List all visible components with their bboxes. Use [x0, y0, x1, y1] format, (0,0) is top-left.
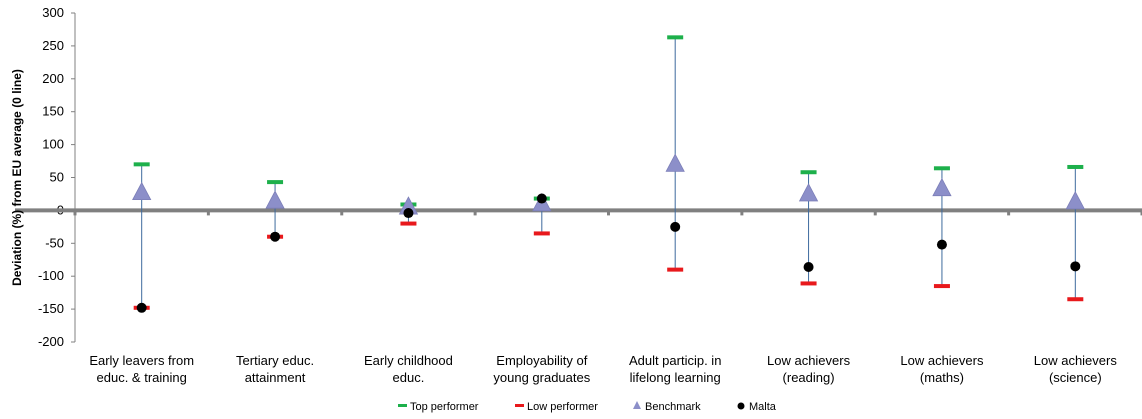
- x-category-label: (reading): [783, 370, 835, 385]
- legend: Top performer Low performer Benchmark Malta: [398, 401, 777, 413]
- x-category-label: lifelong learning: [630, 370, 721, 385]
- low-performer-mark: [1067, 297, 1084, 302]
- benchmark-mark: [1065, 190, 1085, 210]
- y-tick-label: 150: [42, 104, 64, 119]
- y-axis-title: Deviation (%) from EU average (0 line): [10, 69, 24, 286]
- benchmark-mark: [665, 153, 685, 172]
- malta-mark: [803, 261, 814, 272]
- malta-mark: [136, 302, 147, 313]
- malta-mark: [403, 208, 414, 219]
- top-performer-mark: [1067, 164, 1084, 169]
- x-category-label: young graduates: [493, 370, 590, 385]
- x-category-label: (maths): [920, 370, 964, 385]
- labels-group: Deviation (%) from EU average (0 line) Ea…: [10, 69, 1117, 385]
- legend-label: Low performer: [527, 401, 598, 413]
- legend-swatch: [737, 402, 745, 410]
- benchmark-mark: [132, 181, 152, 201]
- low-performer-mark: [800, 281, 817, 286]
- legend-label: Malta: [749, 401, 777, 413]
- x-category-label: (science): [1049, 370, 1102, 385]
- low-performer-mark: [933, 284, 950, 289]
- low-performer-mark: [400, 221, 417, 226]
- legend-swatch: [633, 401, 641, 409]
- y-tick-label: -150: [38, 301, 64, 316]
- axis-group: 300250200150100500-50-100-150-200: [15, 5, 1142, 349]
- x-category-label: Tertiary educ.: [236, 353, 314, 368]
- top-performer-mark: [267, 180, 284, 185]
- y-tick-label: 50: [50, 170, 64, 185]
- x-category-label: Early leavers from: [89, 353, 194, 368]
- malta-mark: [670, 221, 681, 232]
- y-tick-label: 300: [42, 5, 64, 20]
- malta-mark: [536, 193, 547, 204]
- x-category-label: Early childhood: [364, 353, 453, 368]
- x-category-label: Low achievers: [767, 353, 851, 368]
- legend-label: Benchmark: [645, 401, 701, 413]
- malta-mark: [1070, 261, 1081, 272]
- top-performer-mark: [933, 166, 950, 171]
- top-performer-mark: [667, 35, 684, 40]
- x-category-label: educ. & training: [97, 370, 187, 385]
- malta-mark: [270, 231, 281, 242]
- x-category-label: educ.: [393, 370, 425, 385]
- benchmark-mark: [798, 183, 819, 202]
- y-tick-label: -200: [38, 334, 64, 349]
- y-tick-label: 250: [42, 38, 64, 53]
- legend-swatch: [515, 404, 524, 407]
- legend-label: Top performer: [410, 401, 479, 413]
- y-tick-label: 200: [42, 71, 64, 86]
- marks-group: [132, 35, 1085, 313]
- legend-swatch: [398, 404, 407, 407]
- x-category-label: Low achievers: [1034, 353, 1118, 368]
- benchmark-mark: [932, 177, 952, 197]
- low-performer-mark: [667, 267, 684, 272]
- x-category-label: Adult particip. in: [629, 353, 722, 368]
- top-performer-mark: [800, 170, 817, 175]
- y-tick-label: 100: [42, 137, 64, 152]
- benchmark-mark: [265, 190, 285, 209]
- malta-mark: [936, 239, 947, 250]
- x-category-label: attainment: [245, 370, 306, 385]
- low-performer-mark: [533, 231, 550, 236]
- y-tick-label: -50: [45, 235, 64, 250]
- y-tick-label: -100: [38, 268, 64, 283]
- top-performer-mark: [133, 162, 150, 167]
- x-category-label: Employability of: [496, 353, 587, 368]
- x-category-label: Low achievers: [900, 353, 984, 368]
- range-lines-group: [141, 37, 1076, 308]
